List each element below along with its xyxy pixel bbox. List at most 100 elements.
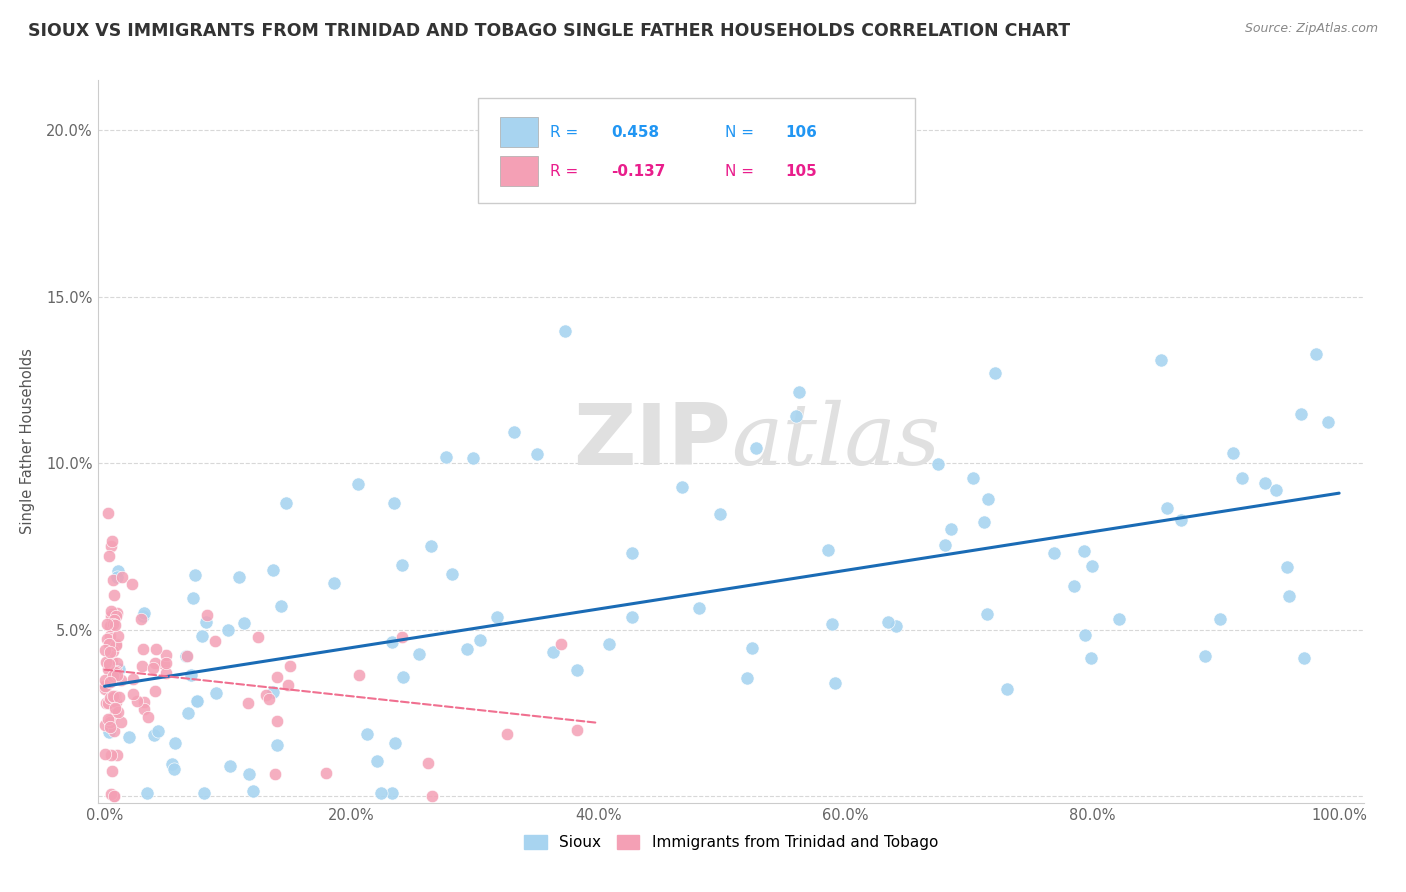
Point — [105, 609, 128, 624]
Point — [973, 515, 995, 529]
Point — [1063, 579, 1085, 593]
Legend: Sioux, Immigrants from Trinidad and Tobago: Sioux, Immigrants from Trinidad and Toba… — [517, 830, 945, 856]
Point — [977, 492, 1000, 507]
Point — [408, 647, 430, 661]
Point — [1294, 651, 1316, 665]
Point — [122, 673, 145, 687]
Point — [104, 706, 127, 721]
Point — [101, 764, 124, 778]
Point — [165, 736, 187, 750]
Point — [100, 618, 122, 632]
Point — [105, 667, 128, 681]
Point — [741, 641, 763, 656]
Point — [107, 705, 129, 719]
Point — [984, 366, 1007, 380]
Point — [246, 631, 269, 645]
Point — [110, 714, 132, 729]
Point — [118, 730, 141, 744]
Point — [461, 450, 484, 465]
Point — [146, 723, 169, 738]
Point — [162, 756, 184, 771]
Point — [103, 690, 125, 704]
Point — [101, 669, 124, 683]
Point — [391, 558, 413, 573]
Point — [262, 563, 284, 577]
Point — [132, 641, 155, 656]
Point — [94, 679, 117, 693]
Point — [1073, 543, 1095, 558]
Text: 105: 105 — [786, 164, 817, 178]
Point — [688, 600, 710, 615]
Point — [98, 645, 121, 659]
Point — [550, 636, 572, 650]
Point — [103, 588, 125, 602]
Point — [1222, 446, 1244, 460]
Point — [155, 656, 177, 670]
Point — [232, 615, 254, 630]
Point — [277, 678, 299, 692]
Point — [598, 637, 620, 651]
Point — [145, 641, 167, 656]
Point — [709, 507, 731, 521]
Text: N =: N = — [725, 164, 759, 178]
Point — [101, 689, 124, 703]
Point — [100, 674, 122, 689]
Point — [107, 662, 129, 676]
Point — [98, 690, 121, 705]
Point — [787, 384, 810, 399]
Point — [98, 714, 121, 729]
Point — [382, 496, 405, 510]
Point — [347, 476, 370, 491]
Point — [370, 786, 392, 800]
Y-axis label: Single Father Households: Single Father Households — [20, 349, 35, 534]
Point — [101, 654, 124, 668]
Point — [100, 787, 122, 801]
Point — [441, 566, 464, 581]
Point — [238, 766, 260, 780]
Point — [934, 539, 956, 553]
Point — [134, 702, 156, 716]
Point — [105, 748, 128, 763]
Point — [186, 694, 208, 708]
Point — [356, 727, 378, 741]
Point — [155, 666, 177, 681]
Point — [104, 618, 127, 632]
Point — [1156, 500, 1178, 515]
Point — [349, 668, 371, 682]
Point — [1275, 560, 1298, 574]
Text: SIOUX VS IMMIGRANTS FROM TRINIDAD AND TOBAGO SINGLE FATHER HOUSEHOLDS CORRELATIO: SIOUX VS IMMIGRANTS FROM TRINIDAD AND TO… — [28, 22, 1070, 40]
Point — [104, 701, 127, 715]
Point — [101, 617, 124, 632]
Point — [420, 539, 443, 553]
Text: R =: R = — [550, 125, 583, 140]
Point — [236, 696, 259, 710]
Point — [105, 569, 128, 583]
Point — [100, 747, 122, 762]
Point — [98, 720, 121, 734]
Point — [155, 648, 177, 662]
Point — [817, 543, 839, 558]
Point — [94, 655, 117, 669]
Point — [132, 695, 155, 709]
Point — [1170, 513, 1192, 527]
Point — [177, 706, 200, 721]
Point — [121, 577, 143, 591]
Text: 0.458: 0.458 — [610, 125, 659, 140]
Point — [94, 673, 117, 687]
Point — [204, 634, 226, 648]
Point — [941, 522, 963, 536]
Point — [105, 637, 128, 651]
FancyBboxPatch shape — [499, 117, 537, 147]
Point — [111, 570, 134, 584]
Point — [94, 681, 117, 696]
Point — [97, 549, 120, 564]
Text: R =: R = — [550, 164, 583, 178]
Point — [103, 573, 125, 587]
Point — [96, 632, 118, 647]
Point — [456, 641, 478, 656]
Text: ZIP: ZIP — [574, 400, 731, 483]
Point — [485, 610, 508, 624]
Point — [180, 668, 202, 682]
Point — [567, 723, 589, 737]
Point — [143, 728, 166, 742]
